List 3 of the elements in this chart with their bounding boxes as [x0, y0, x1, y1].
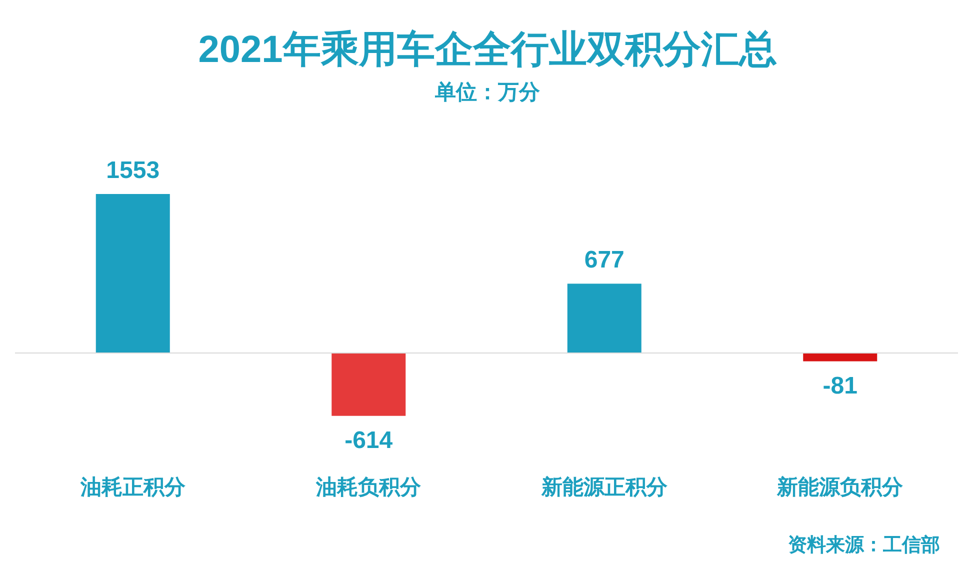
annotation: 资料来源：工信部: [788, 535, 940, 556]
subtitle: 单位：万分: [435, 81, 540, 104]
title: 2021年乘用车企全行业双积分汇总: [198, 29, 777, 71]
